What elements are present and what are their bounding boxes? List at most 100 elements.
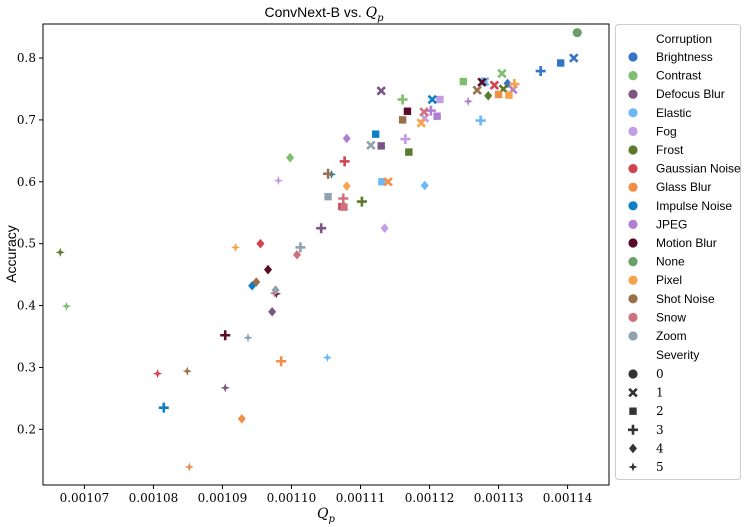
data-point — [61, 301, 72, 311]
data-point — [535, 66, 546, 77]
data-point — [158, 402, 169, 413]
x-tick-label: 0.00113 — [474, 491, 524, 505]
legend-hue-title: Corruption — [656, 32, 712, 46]
legend-swatch — [628, 108, 638, 118]
data-point — [340, 203, 348, 211]
legend-label: Defocus Blur — [656, 87, 725, 101]
legend-swatch — [628, 89, 638, 99]
data-point — [403, 107, 412, 115]
data-point — [252, 277, 261, 287]
x-tick-label: 0.00114 — [543, 491, 593, 505]
y-tick-label: 0.6 — [17, 175, 36, 189]
data-point — [463, 96, 473, 106]
legend-label: 5 — [656, 460, 664, 474]
legend-label: 1 — [656, 386, 664, 400]
legend-label: Snow — [656, 310, 686, 324]
data-point — [494, 90, 503, 99]
legend-label: Fog — [656, 124, 677, 138]
legend-swatch — [628, 164, 638, 174]
data-point — [416, 118, 426, 128]
legend-label: 2 — [656, 404, 664, 418]
data-point — [356, 196, 367, 207]
data-point — [264, 264, 273, 275]
legend-swatch — [628, 424, 638, 435]
data-point — [459, 77, 468, 86]
legend-swatch — [628, 294, 638, 304]
data-point — [338, 193, 349, 204]
data-point — [237, 413, 246, 424]
legend-swatch — [628, 71, 638, 81]
legend-frame — [615, 24, 741, 480]
legend-swatch — [628, 312, 638, 322]
y-axis: 0.2 0.3 0.4 0.5 0.6 0.7 0.8 — [17, 51, 43, 436]
legend-label: Glass Blur — [656, 180, 711, 194]
legend-label: None — [656, 255, 685, 269]
data-point — [256, 238, 265, 249]
x-tick-label: 0.00107 — [60, 491, 110, 505]
data-point — [268, 306, 277, 317]
legend-swatch — [628, 126, 638, 136]
data-point — [184, 462, 194, 472]
legend-severity-entries: 0 1 2 3 4 5 — [628, 367, 664, 474]
data-points — [55, 28, 582, 472]
data-point — [293, 250, 302, 260]
data-point — [489, 80, 500, 90]
legend-swatch — [628, 331, 638, 341]
data-point — [243, 333, 253, 343]
data-point — [427, 94, 438, 105]
data-point — [505, 91, 513, 99]
data-point — [497, 68, 507, 79]
plot-area: 0.00107 0.00108 0.00109 0.00110 0.00111 0.001… — [17, 23, 610, 505]
data-point — [322, 352, 332, 363]
y-tick-label: 0.4 — [17, 299, 36, 313]
plot-frame — [42, 23, 610, 486]
data-point — [295, 242, 306, 253]
legend-label: Pixel — [656, 273, 682, 287]
y-axis-label: Accuracy — [3, 225, 19, 283]
data-point — [419, 107, 429, 117]
data-point — [323, 168, 334, 179]
legend-label: Contrast — [656, 69, 702, 83]
x-tick-label: 0.00110 — [267, 491, 317, 505]
legend-swatch — [629, 407, 637, 415]
data-point — [152, 369, 163, 379]
legend-swatch — [628, 369, 638, 379]
chart-title-math: Q — [366, 5, 378, 21]
legend-label: JPEG — [656, 217, 687, 231]
y-tick-label: 0.7 — [17, 113, 36, 127]
data-point — [376, 86, 386, 96]
x-tick-label: 0.00108 — [129, 491, 179, 505]
legend-swatch — [628, 52, 638, 62]
data-point — [556, 59, 565, 67]
data-point — [400, 134, 411, 145]
legend-label: Elastic — [656, 106, 691, 120]
data-point — [397, 94, 408, 105]
data-point — [276, 356, 287, 367]
data-point — [55, 247, 65, 257]
data-point — [230, 242, 241, 252]
data-point — [286, 152, 295, 163]
data-point — [339, 156, 350, 167]
x-tick-label: 0.00109 — [198, 491, 248, 505]
y-tick-label: 0.5 — [17, 237, 36, 251]
data-point — [273, 175, 283, 186]
legend-label: Frost — [656, 143, 684, 157]
data-point — [472, 85, 482, 95]
legend-swatch — [628, 275, 638, 285]
legend-swatch — [628, 462, 638, 472]
data-point — [405, 148, 413, 156]
legend-swatch — [628, 387, 638, 398]
data-point — [316, 223, 327, 234]
data-point — [377, 142, 385, 150]
data-point — [477, 77, 487, 87]
data-point — [271, 285, 280, 295]
chart-title: ConvNext-B vs. Qp — [264, 4, 384, 24]
data-point — [475, 115, 486, 126]
chart-title-text: ConvNext-B vs. — [264, 4, 365, 20]
legend-label: 4 — [656, 441, 664, 455]
x-tick-label: 0.00112 — [405, 491, 455, 505]
data-point — [509, 79, 520, 90]
legend-swatch — [629, 443, 637, 454]
chart-title-sub: p — [377, 13, 384, 24]
